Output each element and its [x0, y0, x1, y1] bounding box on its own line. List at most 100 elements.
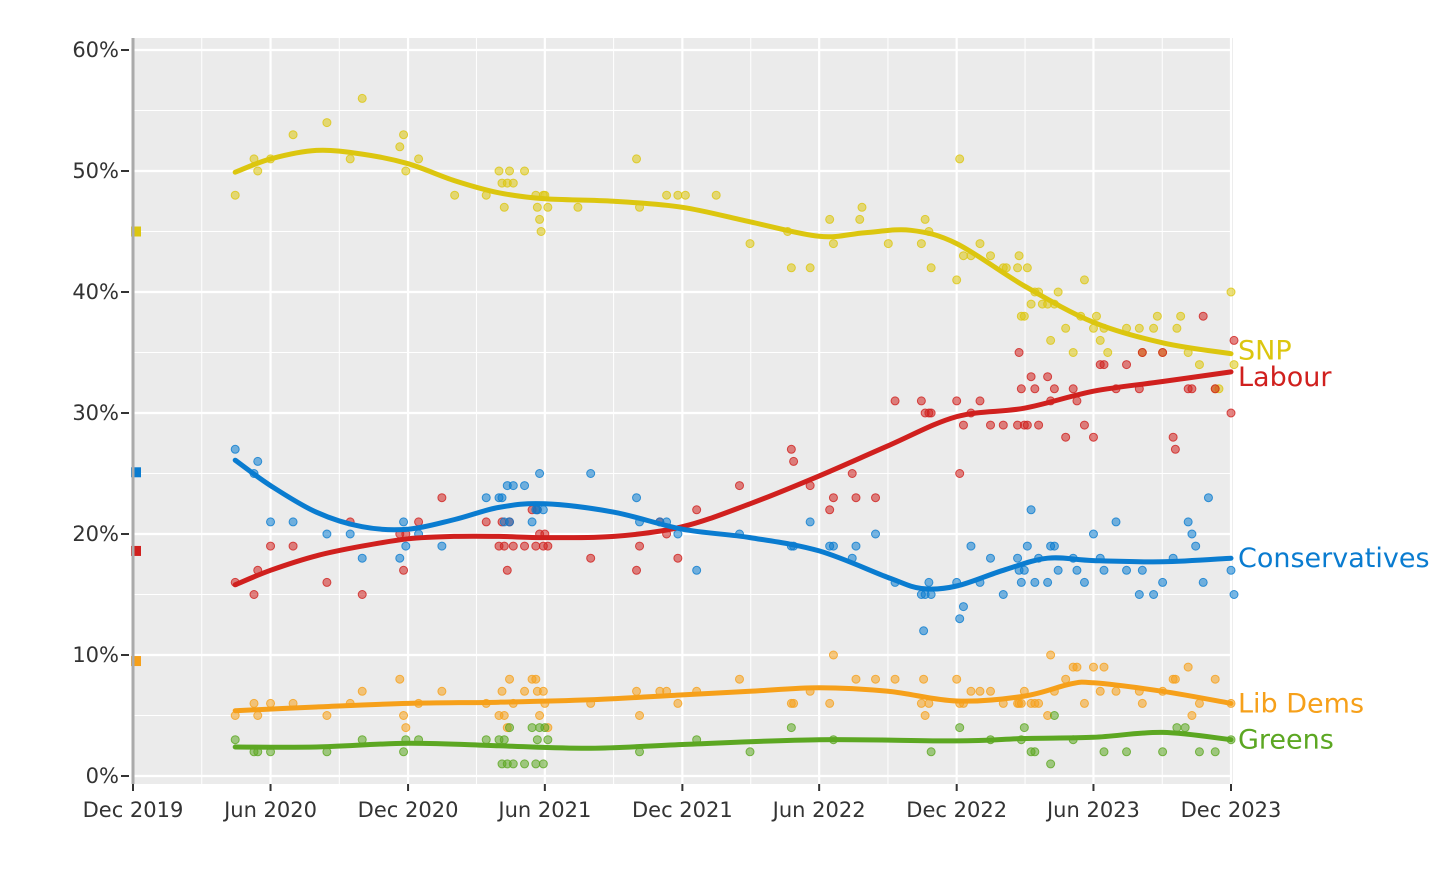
poll-point: [975, 239, 985, 249]
poll-point: [847, 469, 857, 478]
poll-point: [916, 239, 926, 249]
poll-point: [1172, 723, 1182, 733]
poll-point: [662, 190, 672, 200]
poll-point: [1088, 529, 1098, 539]
poll-point: [828, 541, 838, 551]
poll-point: [1019, 723, 1029, 733]
poll-point: [1079, 420, 1089, 430]
poll-point: [1226, 287, 1236, 297]
poll-point: [825, 505, 835, 515]
poll-point: [1019, 311, 1029, 321]
poll-point: [1111, 517, 1121, 527]
poll-point: [1026, 372, 1036, 382]
poll-point: [1226, 408, 1236, 418]
trend-line: [232, 147, 1234, 357]
poll-point: [958, 420, 968, 430]
poll-point: [855, 214, 865, 224]
y-tick-label: 10%: [72, 643, 119, 667]
poll-point: [975, 396, 985, 406]
poll-point: [395, 553, 405, 563]
poll-point: [1099, 747, 1109, 757]
poll-point: [1043, 577, 1053, 587]
poll-point: [998, 420, 1008, 430]
poll-point: [1122, 565, 1132, 575]
poll-point: [1079, 698, 1089, 708]
poll-point: [497, 493, 507, 503]
poll-point: [1072, 565, 1082, 575]
poll-point: [1072, 662, 1082, 672]
x-tick-label: Dec 2023: [1181, 798, 1282, 822]
poll-point: [1134, 323, 1144, 333]
poll-point: [266, 698, 276, 708]
poll-point: [499, 541, 509, 551]
poll-point: [1103, 348, 1113, 357]
trend-line: [232, 457, 1234, 592]
poll-point: [955, 154, 965, 164]
poll-point: [1046, 759, 1056, 769]
poll-point: [1030, 747, 1040, 757]
poll-point: [673, 190, 683, 200]
poll-point: [952, 674, 962, 684]
poll-point: [499, 202, 509, 212]
poll-point: [399, 130, 409, 140]
poll-point: [1210, 384, 1220, 394]
poll-point: [249, 590, 259, 599]
poll-point: [789, 698, 799, 708]
poll-point: [966, 541, 976, 551]
poll-point: [1229, 360, 1239, 370]
poll-point: [230, 190, 240, 200]
trend-lines: [232, 147, 1234, 751]
poll-point: [288, 541, 298, 551]
poll-point: [955, 469, 965, 478]
poll-point: [1158, 577, 1168, 587]
poll-point: [266, 517, 276, 527]
poll-point: [437, 686, 447, 696]
poll-point: [1210, 747, 1220, 757]
poll-point: [502, 565, 512, 575]
poll-point: [357, 553, 367, 563]
poll-point: [1014, 251, 1024, 261]
poll-point: [1014, 348, 1024, 357]
poll-point: [805, 517, 815, 527]
poll-point: [890, 674, 900, 684]
poll-point: [520, 166, 530, 176]
x-tick-label: Jun 2022: [771, 798, 866, 822]
poll-point: [1176, 311, 1186, 321]
poll-point: [1149, 323, 1159, 333]
poll-point: [871, 493, 881, 503]
poll-point: [437, 493, 447, 503]
poll-point: [1088, 432, 1098, 442]
poll-point: [401, 166, 411, 176]
poll-point: [481, 493, 491, 503]
poll-point: [531, 541, 541, 551]
series-label: Lib Dems: [1238, 688, 1364, 719]
poll-point: [1158, 747, 1168, 757]
poll-point: [266, 541, 276, 551]
poll-point: [1049, 541, 1059, 551]
poll-point: [322, 711, 332, 720]
poll-point: [1013, 553, 1023, 563]
poll-point: [1061, 432, 1071, 442]
poll-point: [414, 517, 424, 527]
poll-point: [955, 723, 965, 733]
poll-point: [1030, 577, 1040, 587]
poll-point: [1019, 565, 1029, 575]
poll-point: [399, 565, 409, 575]
poll-point: [505, 166, 515, 176]
poll-point: [632, 565, 642, 575]
x-tick-label: Dec 2020: [358, 798, 459, 822]
poll-point: [805, 263, 815, 273]
poll-point: [538, 686, 548, 696]
poll-point: [1022, 263, 1032, 273]
poll-point: [635, 541, 645, 551]
poll-point: [1043, 372, 1053, 382]
poll-point: [1099, 565, 1109, 575]
poll-point: [786, 444, 796, 454]
poll-point: [253, 456, 263, 466]
poll-point: [505, 723, 515, 733]
poll-point: [1168, 432, 1178, 442]
poll-point: [543, 735, 553, 745]
previous-result-marker: [131, 226, 141, 237]
poll-point: [497, 686, 507, 696]
